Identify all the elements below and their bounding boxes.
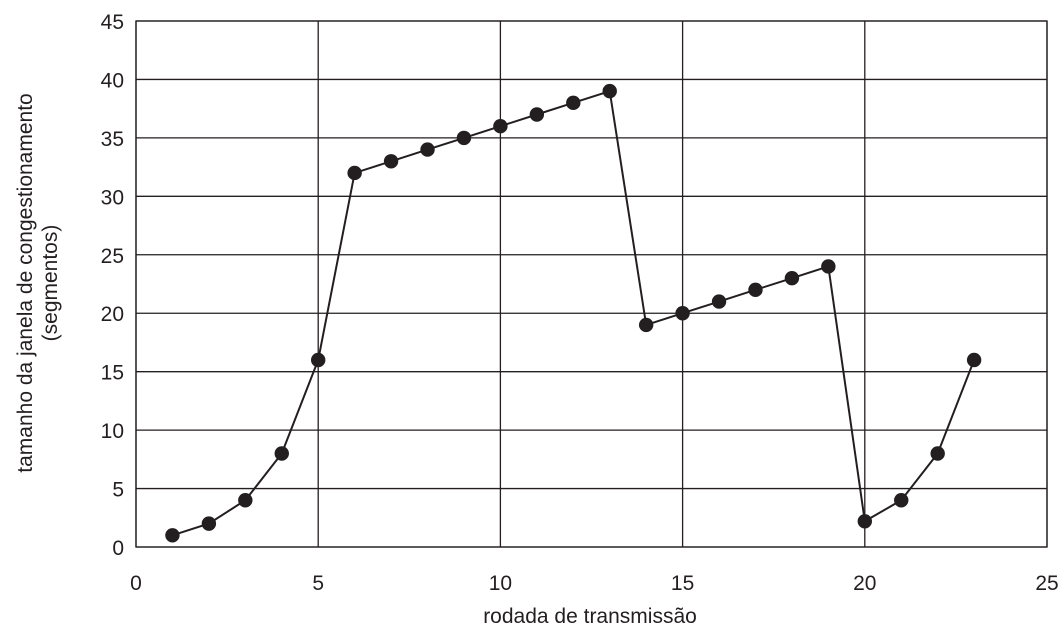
data-point <box>821 259 836 274</box>
data-point <box>493 119 508 134</box>
data-point <box>675 306 690 321</box>
y-tick-label: 15 <box>101 362 124 385</box>
data-point <box>383 154 399 169</box>
y-tick-label: 25 <box>101 245 124 268</box>
data-point <box>784 270 800 286</box>
data-point <box>311 352 326 368</box>
x-tick-label: 10 <box>489 572 512 595</box>
data-point <box>420 142 435 157</box>
x-tick-label: 15 <box>671 572 694 595</box>
y-tick-label: 40 <box>101 69 124 92</box>
data-point <box>638 317 654 333</box>
data-point <box>930 446 945 461</box>
x-axis-tick-labels: 0 5 10 15 20 25 <box>130 572 1059 595</box>
y-tick-label: 20 <box>101 303 124 326</box>
y-tick-label: 0 <box>112 537 124 560</box>
y-tick-label: 35 <box>101 128 124 151</box>
y-axis-title: tamanho da janela de congestionamento (s… <box>14 93 62 472</box>
data-point <box>238 493 253 508</box>
data-point <box>566 95 581 111</box>
series-markers <box>165 83 982 543</box>
data-point <box>529 107 545 122</box>
y-tick-label: 5 <box>112 479 124 502</box>
data-point <box>602 83 617 99</box>
data-point <box>857 514 872 529</box>
data-point <box>201 516 217 531</box>
x-tick-label: 25 <box>1035 572 1058 595</box>
data-point <box>748 282 763 298</box>
data-point <box>966 352 982 368</box>
plot-area-frame <box>135 20 1048 548</box>
x-axis-title: rodada de transmissão <box>483 605 697 628</box>
x-tick-label: 5 <box>312 572 324 595</box>
y-tick-label: 45 <box>101 11 124 34</box>
data-point <box>165 528 180 543</box>
y-tick-label: 10 <box>101 420 124 443</box>
data-point <box>894 493 909 508</box>
y-axis-title-line-1: tamanho da janela de congestionamento <box>14 93 37 472</box>
y-axis-title-line-2: (segmentos) <box>39 225 62 342</box>
data-point <box>274 446 289 461</box>
grid-lines <box>135 20 1048 548</box>
y-axis-tick-labels: 0 5 10 15 20 25 30 35 40 45 <box>101 11 124 560</box>
y-tick-label: 30 <box>101 186 124 209</box>
data-point <box>711 294 727 309</box>
x-tick-label: 20 <box>853 572 876 595</box>
data-point <box>456 130 472 146</box>
x-tick-label: 0 <box>130 572 142 595</box>
data-point <box>347 165 362 181</box>
